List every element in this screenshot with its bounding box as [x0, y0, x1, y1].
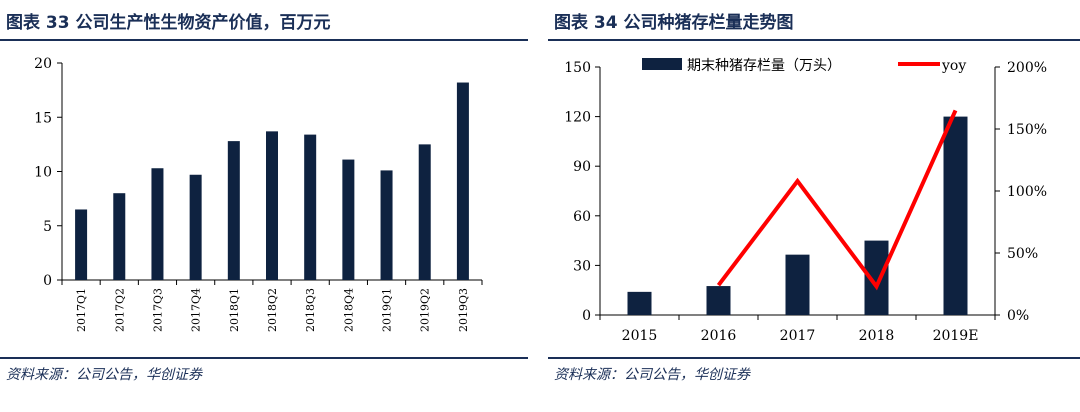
x-tick-label: 2019Q3: [457, 288, 470, 332]
bar: [113, 193, 126, 280]
bar: [380, 170, 393, 280]
y-tick-label: 10: [34, 165, 52, 181]
x-tick-label: 2016: [701, 328, 737, 344]
bar: [943, 116, 968, 315]
bar: [304, 134, 317, 280]
x-tick-label: 2019E: [933, 328, 979, 344]
y-tick-label-right: 200%: [1007, 60, 1047, 76]
title-rule-left: [0, 39, 528, 41]
y-tick-label: 15: [34, 110, 52, 126]
bar: [266, 131, 278, 280]
bar-chart-asset-value: 0 5 10 15 20 2017Q1 2017Q2 2017Q3 2017Q4 2018Q1 20…: [34, 56, 483, 332]
bar: [342, 159, 355, 280]
y-tick-label-left: 120: [564, 110, 591, 126]
x-tick-label: 2017Q4: [190, 288, 203, 332]
x-tick-label: 2019Q1: [381, 288, 394, 332]
bar: [418, 144, 431, 280]
x-tick-label: 2018Q1: [228, 288, 241, 332]
y-tick-label-left: 30: [573, 258, 591, 274]
y-tick-label: 20: [34, 56, 52, 72]
legend-label-line: yoy: [941, 58, 966, 74]
x-tick-label: 2018Q2: [266, 288, 279, 332]
x-tick-label: 2018: [859, 328, 895, 344]
yoy-line: [716, 109, 958, 291]
legend-swatch-bar: [642, 58, 682, 70]
y-tick-label-right: 50%: [1007, 246, 1038, 262]
x-tick-label: 2017Q3: [151, 288, 164, 332]
chart-title-left: 图表 33 公司生产性生物资产价值，百万元: [6, 13, 331, 33]
x-tick-label: 2018Q3: [304, 288, 317, 332]
source-rule-left: [0, 357, 528, 359]
bar: [706, 286, 731, 315]
bar: [785, 254, 810, 315]
y-tick-label-left: 150: [564, 60, 591, 76]
chart-title-right: 图表 34 公司种猪存栏量走势图: [554, 13, 794, 33]
y-tick-label-right: 0%: [1007, 308, 1029, 324]
y-tick-label-left: 90: [573, 159, 591, 175]
source-note-left: 资料来源：公司公告，华创证券: [6, 367, 202, 383]
y-tick-label-right: 100%: [1007, 184, 1047, 200]
y-tick-label: 0: [43, 273, 52, 289]
y-tick-label-left: 60: [573, 209, 591, 225]
x-tick-label: 2017: [780, 328, 816, 344]
x-tick-label: 2018Q4: [342, 288, 355, 332]
chart-panel-left: 图表 33 公司生产性生物资产价值，百万元 0 5 10 15 20 2017Q1 2017…: [0, 0, 528, 412]
title-rule-right: [548, 39, 1080, 41]
bar: [627, 291, 652, 315]
x-tick-label: 2019Q2: [419, 288, 432, 332]
x-tick-label: 2017Q2: [113, 288, 126, 332]
combo-chart-breeding-pigs: 0 30 60 90 120 150 0% 50% 100% 150% 200% 2015 2016 20…: [564, 58, 1047, 344]
bar: [227, 141, 240, 280]
x-tick-label: 2015: [622, 328, 658, 344]
bar: [151, 168, 164, 280]
y-tick-label-left: 0: [582, 308, 591, 324]
source-rule-right: [548, 357, 1080, 359]
bar: [456, 82, 469, 280]
legend-label-bar: 期末种猪存栏量（万头）: [687, 58, 841, 74]
y-tick-label-right: 150%: [1007, 122, 1047, 138]
y-tick-label: 5: [43, 219, 52, 235]
bar: [75, 209, 88, 280]
x-tick-label: 2017Q1: [75, 288, 88, 332]
bar: [189, 174, 202, 280]
chart-panel-right: 图表 34 公司种猪存栏量走势图 0 30 60 90 120 150 0% 50% 100% 1…: [548, 0, 1080, 412]
source-note-right: 资料来源：公司公告，华创证券: [554, 367, 750, 383]
